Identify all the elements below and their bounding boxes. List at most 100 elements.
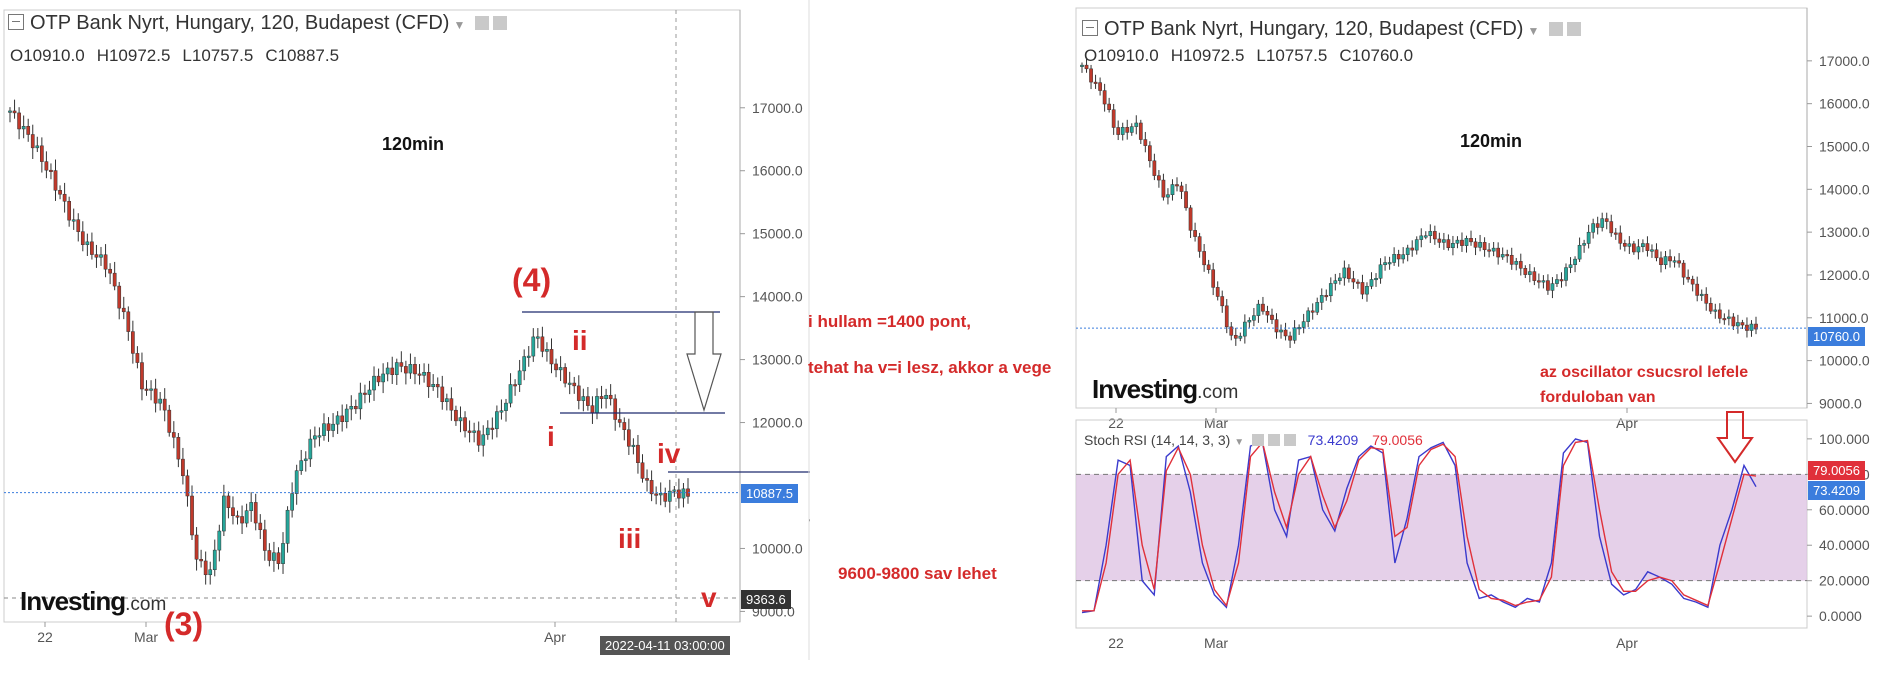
candle-body xyxy=(413,364,417,375)
candle-body xyxy=(322,423,326,436)
collapse-icon[interactable] xyxy=(8,14,24,30)
chevron-down-icon[interactable]: ▼ xyxy=(1527,24,1540,38)
candle-body xyxy=(1111,109,1116,128)
candle-body xyxy=(1206,264,1211,270)
candle-body xyxy=(1555,279,1559,284)
candle-body xyxy=(404,366,408,374)
candle-body xyxy=(162,398,167,411)
candle-body xyxy=(190,495,194,536)
candle-body xyxy=(1405,247,1410,255)
candle-body xyxy=(80,231,85,245)
candle-body xyxy=(1663,256,1668,266)
osc-name: Stoch RSI (14, 14, 3, 3) xyxy=(1084,432,1231,448)
close-icon[interactable] xyxy=(1283,434,1296,446)
candle-body xyxy=(572,382,577,387)
right-chart-title: OTP Bank Nyrt, Hungary, 120, Budapest (C… xyxy=(1104,18,1524,40)
candle-body xyxy=(1279,329,1283,333)
left-level-tag: 9363.6 xyxy=(741,590,791,609)
osc-k-value: 73.4209 xyxy=(1307,432,1359,448)
candle-body xyxy=(1473,241,1478,248)
candle-body xyxy=(495,411,499,430)
candle-body xyxy=(1301,321,1306,328)
candle-body xyxy=(1157,175,1161,181)
candle-body xyxy=(1731,316,1736,327)
settings-icon[interactable] xyxy=(474,16,489,30)
right-chart-panel: 17000.0 16000.0 15000.0 14000.0 13000.0 12000… xyxy=(1072,0,1882,660)
gear-icon[interactable] xyxy=(1267,434,1280,446)
candle-body xyxy=(85,241,90,245)
candle-body xyxy=(1659,257,1663,266)
settings-icon[interactable] xyxy=(1548,22,1563,36)
candle-body xyxy=(1387,262,1392,265)
candle-body xyxy=(1374,278,1378,281)
candle-body xyxy=(17,112,21,130)
candle-body xyxy=(1591,223,1596,233)
chevron-down-icon[interactable]: ▼ xyxy=(453,18,466,32)
left-chart-panel: 17000.0 16000.0 15000.0 14000.0 13000.0 12000… xyxy=(0,0,810,660)
left-price-chart[interactable]: 17000.0 16000.0 15000.0 14000.0 13000.0 12000… xyxy=(0,0,810,660)
candle-body xyxy=(1138,122,1143,140)
gear-icon[interactable] xyxy=(1566,22,1581,36)
candle-body xyxy=(240,516,244,524)
osc-series-k xyxy=(1081,438,1757,614)
candle-body xyxy=(1283,329,1288,337)
candle-body xyxy=(431,384,436,388)
candle-body xyxy=(1089,68,1093,83)
y-tick-label: 9000.0 xyxy=(1819,395,1862,411)
y-tick-label: 16000.0 xyxy=(1819,96,1870,112)
candle-body xyxy=(1460,239,1464,246)
candle-body xyxy=(1699,293,1704,296)
left-chart-title: OTP Bank Nyrt, Hungary, 120, Budapest (C… xyxy=(30,12,450,34)
candle-body xyxy=(1496,247,1501,258)
candle-body xyxy=(417,373,422,376)
candle-body xyxy=(581,396,586,401)
candle-body xyxy=(1478,242,1482,248)
candle-body xyxy=(1668,256,1672,262)
candle-body xyxy=(1577,244,1582,260)
gear-icon[interactable] xyxy=(492,16,507,30)
logo-main: Investing xyxy=(1092,374,1198,404)
candle-body xyxy=(522,356,527,372)
candle-body xyxy=(58,190,62,195)
osc-d-tag: 79.0056 xyxy=(1808,461,1865,480)
candle-body xyxy=(467,430,472,433)
candle-body xyxy=(30,134,35,149)
wave-label-4: (4) xyxy=(512,262,552,298)
candle-body xyxy=(1161,179,1166,198)
candle-body xyxy=(681,488,686,499)
x-tick-label: Apr xyxy=(544,629,566,645)
left-ohlc-readout: O10910.0 H10972.5 L10757.5 C10887.5 xyxy=(10,46,351,66)
right-price-chart[interactable]: 17000.0 16000.0 15000.0 14000.0 13000.0 12000… xyxy=(1072,0,1882,660)
candle-body xyxy=(112,272,117,287)
osc-series-d xyxy=(1082,439,1757,612)
candle-body xyxy=(658,493,663,496)
candle-body xyxy=(317,435,322,438)
osc-d-value: 79.0056 xyxy=(1372,432,1423,448)
wave-label-iv: iv xyxy=(657,438,681,469)
candle-body xyxy=(554,363,558,371)
candle-body xyxy=(549,349,554,365)
candle-body xyxy=(1193,230,1197,237)
candle-body xyxy=(1270,314,1274,320)
candle-body xyxy=(153,388,158,404)
candle-body xyxy=(185,475,190,497)
y-tick-label: 12000.0 xyxy=(1819,267,1870,283)
candle-body xyxy=(1451,243,1455,248)
candle-body xyxy=(1573,258,1577,265)
candle-body xyxy=(135,353,140,363)
candle-body xyxy=(1717,309,1722,319)
candle-body xyxy=(26,126,31,135)
collapse-icon[interactable] xyxy=(1082,20,1098,36)
candle-body xyxy=(444,398,449,402)
candle-body xyxy=(640,462,645,479)
osc-y-tick-label: 40.0000 xyxy=(1819,537,1870,553)
candle-body xyxy=(454,409,458,422)
candle-body xyxy=(235,515,240,518)
candle-body xyxy=(1622,243,1627,247)
y-tick-label: 17000.0 xyxy=(752,100,803,116)
candle-body xyxy=(12,110,17,114)
candle-body xyxy=(1224,305,1229,328)
candle-body xyxy=(558,367,563,371)
chevron-down-icon[interactable]: ▼ xyxy=(1234,437,1245,448)
settings-icon[interactable] xyxy=(1251,434,1264,446)
